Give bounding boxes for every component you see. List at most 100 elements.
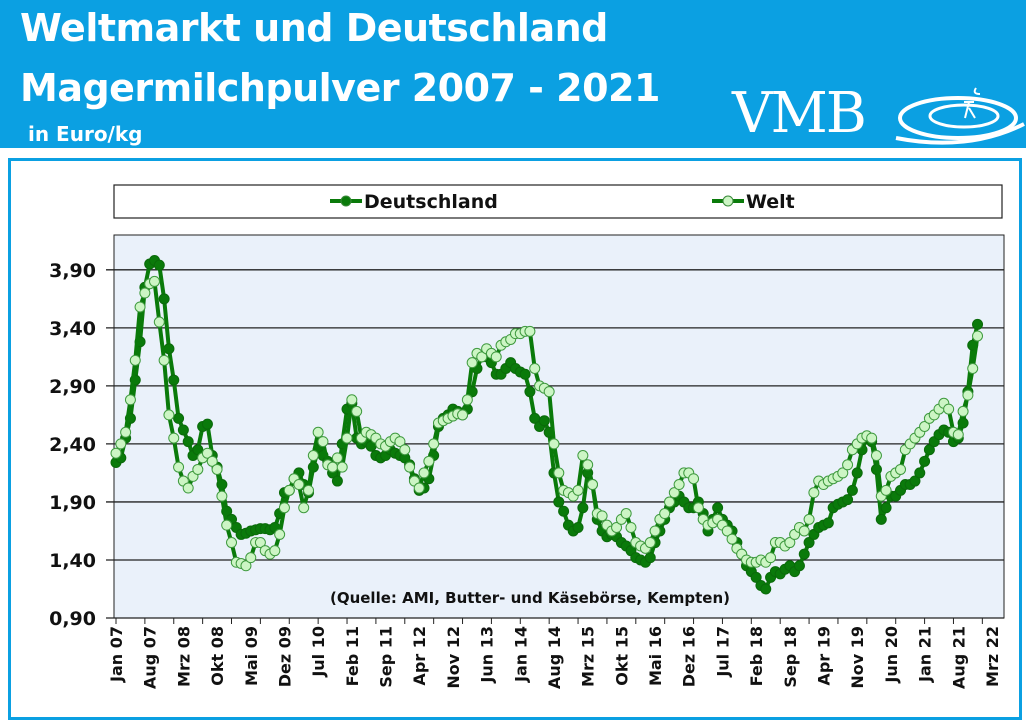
data-point-welt xyxy=(283,484,295,496)
x-tick-label: Nov 12 xyxy=(444,626,463,689)
data-point-welt xyxy=(721,525,733,537)
data-point-deutschland xyxy=(538,415,550,427)
data-point-welt xyxy=(307,450,319,462)
data-point-welt xyxy=(173,461,185,473)
data-point-welt xyxy=(952,429,964,441)
data-point-welt xyxy=(201,447,213,459)
data-point-welt xyxy=(216,490,228,502)
x-tick-label: Jan 07 xyxy=(107,626,126,683)
data-point-welt xyxy=(312,426,324,438)
x-tick-label: Dez 16 xyxy=(680,626,699,687)
data-point-welt xyxy=(110,447,122,459)
data-point-deutschland xyxy=(153,259,165,271)
y-tick-label: 2,40 xyxy=(49,434,96,456)
x-tick-label: Aug 07 xyxy=(141,626,160,689)
x-tick-label: Feb 11 xyxy=(343,626,362,686)
y-tick-label: 3,40 xyxy=(49,318,96,340)
data-point-welt xyxy=(808,487,820,499)
data-point-welt xyxy=(182,482,194,494)
x-tick-label: Sep 18 xyxy=(781,626,800,688)
data-point-welt xyxy=(553,467,565,479)
data-point-welt xyxy=(423,455,435,467)
legend-marker-welt xyxy=(722,195,734,207)
data-point-welt xyxy=(115,438,127,450)
legend-box xyxy=(113,184,1003,219)
data-point-deutschland xyxy=(182,436,194,448)
data-point-welt xyxy=(529,362,541,374)
data-point-welt xyxy=(120,426,132,438)
data-point-welt xyxy=(336,461,348,473)
data-point-welt xyxy=(418,467,430,479)
data-point-deutschland xyxy=(519,368,531,380)
data-point-deutschland xyxy=(158,293,170,305)
x-tick-label: Apr 19 xyxy=(815,626,834,686)
data-point-welt xyxy=(404,461,416,473)
x-tick-label: Jul 17 xyxy=(713,626,732,678)
x-tick-label: Jun 20 xyxy=(882,626,901,684)
data-point-deutschland xyxy=(923,444,935,456)
data-point-welt xyxy=(221,519,233,531)
data-point-welt xyxy=(457,409,469,421)
data-point-welt xyxy=(293,479,305,491)
legend-label-welt: Welt xyxy=(746,191,795,213)
y-tick-label: 3,90 xyxy=(49,260,96,282)
data-point-welt xyxy=(620,508,632,520)
data-point-welt xyxy=(134,301,146,313)
chart-title-line2: Magermilchpulver 2007 - 2021 xyxy=(20,66,660,110)
data-point-deutschland xyxy=(577,502,589,514)
data-point-welt xyxy=(943,403,955,415)
data-point-welt xyxy=(765,552,777,564)
data-point-welt xyxy=(476,351,488,363)
data-point-welt xyxy=(466,357,478,369)
data-point-welt xyxy=(413,482,425,494)
data-point-welt xyxy=(211,463,223,475)
legend-label-deutschland: Deutschland xyxy=(364,191,498,213)
data-point-welt xyxy=(428,438,440,450)
data-point-welt xyxy=(798,525,810,537)
data-point-welt xyxy=(663,496,675,508)
data-point-welt xyxy=(124,394,136,406)
x-tick-label: Mai 16 xyxy=(646,626,665,686)
data-point-deutschland xyxy=(919,455,931,467)
data-point-deutschland xyxy=(972,318,984,330)
data-point-welt xyxy=(688,473,700,485)
data-point-welt xyxy=(129,354,141,366)
data-point-welt xyxy=(895,463,907,475)
data-point-welt xyxy=(341,432,353,444)
data-point-welt xyxy=(659,508,671,520)
logo-text: VMB xyxy=(732,81,867,146)
data-point-welt xyxy=(880,484,892,496)
header-banner: Weltmarkt und Deutschland Magermilchpulv… xyxy=(0,0,1029,148)
data-point-welt xyxy=(254,537,266,549)
data-point-welt xyxy=(962,389,974,401)
data-point-deutschland xyxy=(644,552,656,564)
x-tick-label: Sep 11 xyxy=(377,626,396,688)
data-point-deutschland xyxy=(842,494,854,506)
data-point-welt xyxy=(327,461,339,473)
x-tick-label: Mrz 15 xyxy=(579,626,598,687)
data-point-welt xyxy=(784,537,796,549)
data-point-welt xyxy=(586,479,598,491)
data-point-welt xyxy=(490,351,502,363)
data-point-deutschland xyxy=(712,502,724,514)
x-tick-label: Apr 12 xyxy=(410,626,429,686)
data-point-deutschland xyxy=(173,412,185,424)
data-point-welt xyxy=(668,487,680,499)
data-point-deutschland xyxy=(760,583,772,595)
data-point-welt xyxy=(611,521,623,533)
data-point-deutschland xyxy=(798,548,810,560)
data-point-welt xyxy=(317,436,329,448)
data-point-welt xyxy=(870,450,882,462)
data-point-welt xyxy=(967,362,979,374)
data-point-welt xyxy=(192,463,204,475)
data-point-deutschland xyxy=(177,424,189,436)
source-annotation: (Quelle: AMI, Butter- und Käsebörse, Kem… xyxy=(330,589,730,607)
x-tick-label: Aug 14 xyxy=(545,626,564,689)
data-point-deutschland xyxy=(553,496,565,508)
data-point-welt xyxy=(842,459,854,471)
data-point-deutschland xyxy=(558,505,570,517)
data-point-deutschland xyxy=(875,513,887,525)
data-point-welt xyxy=(245,552,257,564)
data-point-deutschland xyxy=(168,374,180,386)
